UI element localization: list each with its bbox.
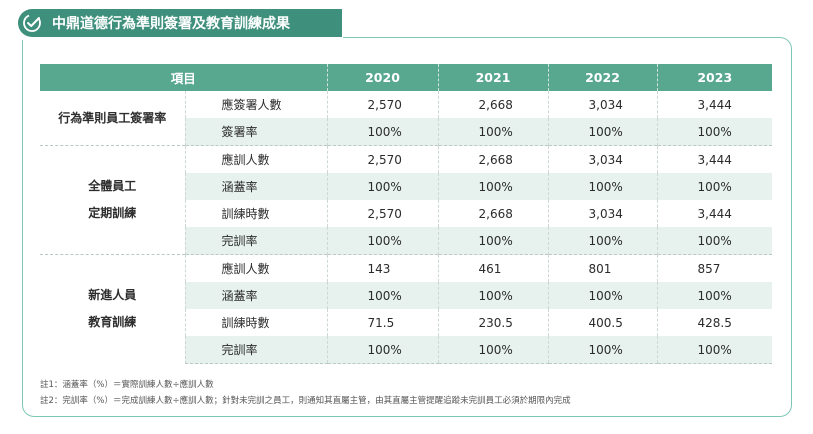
table-cell: 801 bbox=[547, 254, 658, 282]
table-cell: 2,570 bbox=[326, 91, 439, 118]
table-row: 全體員工 定期訓練 應訓人數 2,570 2,668 3,034 3,444 bbox=[40, 145, 773, 255]
column-header-2020: 2020 bbox=[326, 64, 439, 91]
table-cell: 143 bbox=[326, 254, 439, 282]
table-cell: 100% bbox=[656, 227, 773, 255]
table-row: 訓練時數 2,570 2,668 3,034 3,444 bbox=[40, 200, 773, 227]
group-label-all-staff: 全體員工 定期訓練 bbox=[40, 145, 185, 255]
table-cell: 100% bbox=[656, 118, 773, 146]
column-header-2023: 2023 bbox=[656, 64, 773, 91]
row-label: 涵蓋率 bbox=[184, 282, 328, 309]
table-cell: 3,444 bbox=[656, 145, 773, 173]
table-cell: 2,668 bbox=[437, 91, 549, 118]
row-label: 簽署率 bbox=[184, 118, 328, 146]
table-row: 涵蓋率 100% 100% 100% 100% bbox=[40, 173, 773, 200]
table-cell: 100% bbox=[547, 227, 658, 255]
table-row: 訓練時數 71.5 230.5 400.5 428.5 bbox=[40, 309, 773, 336]
footnote-2: 註2：完訓率（%）＝完成訓練人數÷應訓人數；針對未完訓之員工，則通知其直屬主管，… bbox=[40, 396, 571, 406]
table-row: 完訓率 100% 100% 100% 100% bbox=[40, 336, 773, 364]
table-cell: 2,570 bbox=[326, 145, 439, 173]
row-label: 訓練時數 bbox=[184, 200, 328, 227]
table-cell: 100% bbox=[326, 173, 439, 200]
table-cell: 100% bbox=[437, 227, 549, 255]
table-cell: 2,570 bbox=[326, 200, 439, 227]
table-cell: 100% bbox=[547, 336, 658, 364]
table-cell: 230.5 bbox=[437, 309, 549, 336]
table-cell: 2,668 bbox=[437, 200, 549, 227]
row-label: 訓練時數 bbox=[184, 309, 328, 336]
section-title: 中鼎道德行為準則簽署及教育訓練成果 bbox=[52, 16, 290, 32]
row-label: 涵蓋率 bbox=[184, 173, 328, 200]
table-cell: 428.5 bbox=[656, 309, 773, 336]
table-cell: 100% bbox=[656, 336, 773, 364]
table-cell: 461 bbox=[437, 254, 549, 282]
table-cell: 3,444 bbox=[656, 200, 773, 227]
table-cell: 3,034 bbox=[547, 145, 658, 173]
row-label: 應簽署人數 bbox=[184, 91, 328, 118]
table-row: 完訓率 100% 100% 100% 100% bbox=[40, 227, 773, 255]
training-table: 項目 2020 2021 2022 2023 行為準則員工簽署率 應簽署人數 2… bbox=[40, 64, 773, 364]
table-cell: 3,444 bbox=[656, 91, 773, 118]
table-cell: 3,034 bbox=[547, 200, 658, 227]
table-cell: 100% bbox=[326, 282, 439, 309]
section-title-banner: 中鼎道德行為準則簽署及教育訓練成果 bbox=[18, 9, 342, 37]
table-row: 新進人員 教育訓練 應訓人數 143 461 801 857 bbox=[40, 254, 773, 364]
table-cell: 100% bbox=[437, 173, 549, 200]
table-cell: 100% bbox=[437, 118, 549, 146]
group-label-signature: 行為準則員工簽署率 bbox=[40, 91, 185, 146]
content-frame bbox=[22, 37, 792, 417]
table-cell: 100% bbox=[437, 336, 549, 364]
table-cell: 71.5 bbox=[326, 309, 439, 336]
row-label: 完訓率 bbox=[184, 336, 328, 364]
table-cell: 100% bbox=[547, 118, 658, 146]
footnotes: 註1：涵蓋率（%）＝實際訓練人數÷應訓人數 註2：完訓率（%）＝完成訓練人數÷應… bbox=[40, 377, 571, 409]
table-cell: 2,668 bbox=[437, 145, 549, 173]
row-label: 完訓率 bbox=[184, 227, 328, 255]
table-row: 簽署率 100% 100% 100% 100% bbox=[40, 118, 773, 146]
table-cell: 100% bbox=[656, 173, 773, 200]
table-row: 行為準則員工簽署率 應簽署人數 2,570 2,668 3,034 3,444 bbox=[40, 91, 773, 146]
footnote-1: 註1：涵蓋率（%）＝實際訓練人數÷應訓人數 bbox=[40, 380, 214, 390]
column-header-2022: 2022 bbox=[547, 64, 658, 91]
table-cell: 100% bbox=[437, 282, 549, 309]
row-label: 應訓人數 bbox=[184, 254, 328, 282]
group-label-new-hires: 新進人員 教育訓練 bbox=[40, 254, 185, 364]
column-header-item: 項目 bbox=[40, 64, 328, 91]
table-cell: 100% bbox=[326, 118, 439, 146]
table-cell: 400.5 bbox=[547, 309, 658, 336]
table-cell: 857 bbox=[656, 254, 773, 282]
table-cell: 100% bbox=[547, 282, 658, 309]
table-cell: 100% bbox=[326, 336, 439, 364]
table-row: 涵蓋率 100% 100% 100% 100% bbox=[40, 282, 773, 309]
table-cell: 100% bbox=[547, 173, 658, 200]
table-cell: 100% bbox=[656, 282, 773, 309]
row-label: 應訓人數 bbox=[184, 145, 328, 173]
check-circle-icon bbox=[18, 9, 46, 37]
column-header-2021: 2021 bbox=[437, 64, 549, 91]
table-cell: 3,034 bbox=[547, 91, 658, 118]
table-cell: 100% bbox=[326, 227, 439, 255]
table-header-row: 項目 2020 2021 2022 2023 bbox=[40, 64, 773, 91]
